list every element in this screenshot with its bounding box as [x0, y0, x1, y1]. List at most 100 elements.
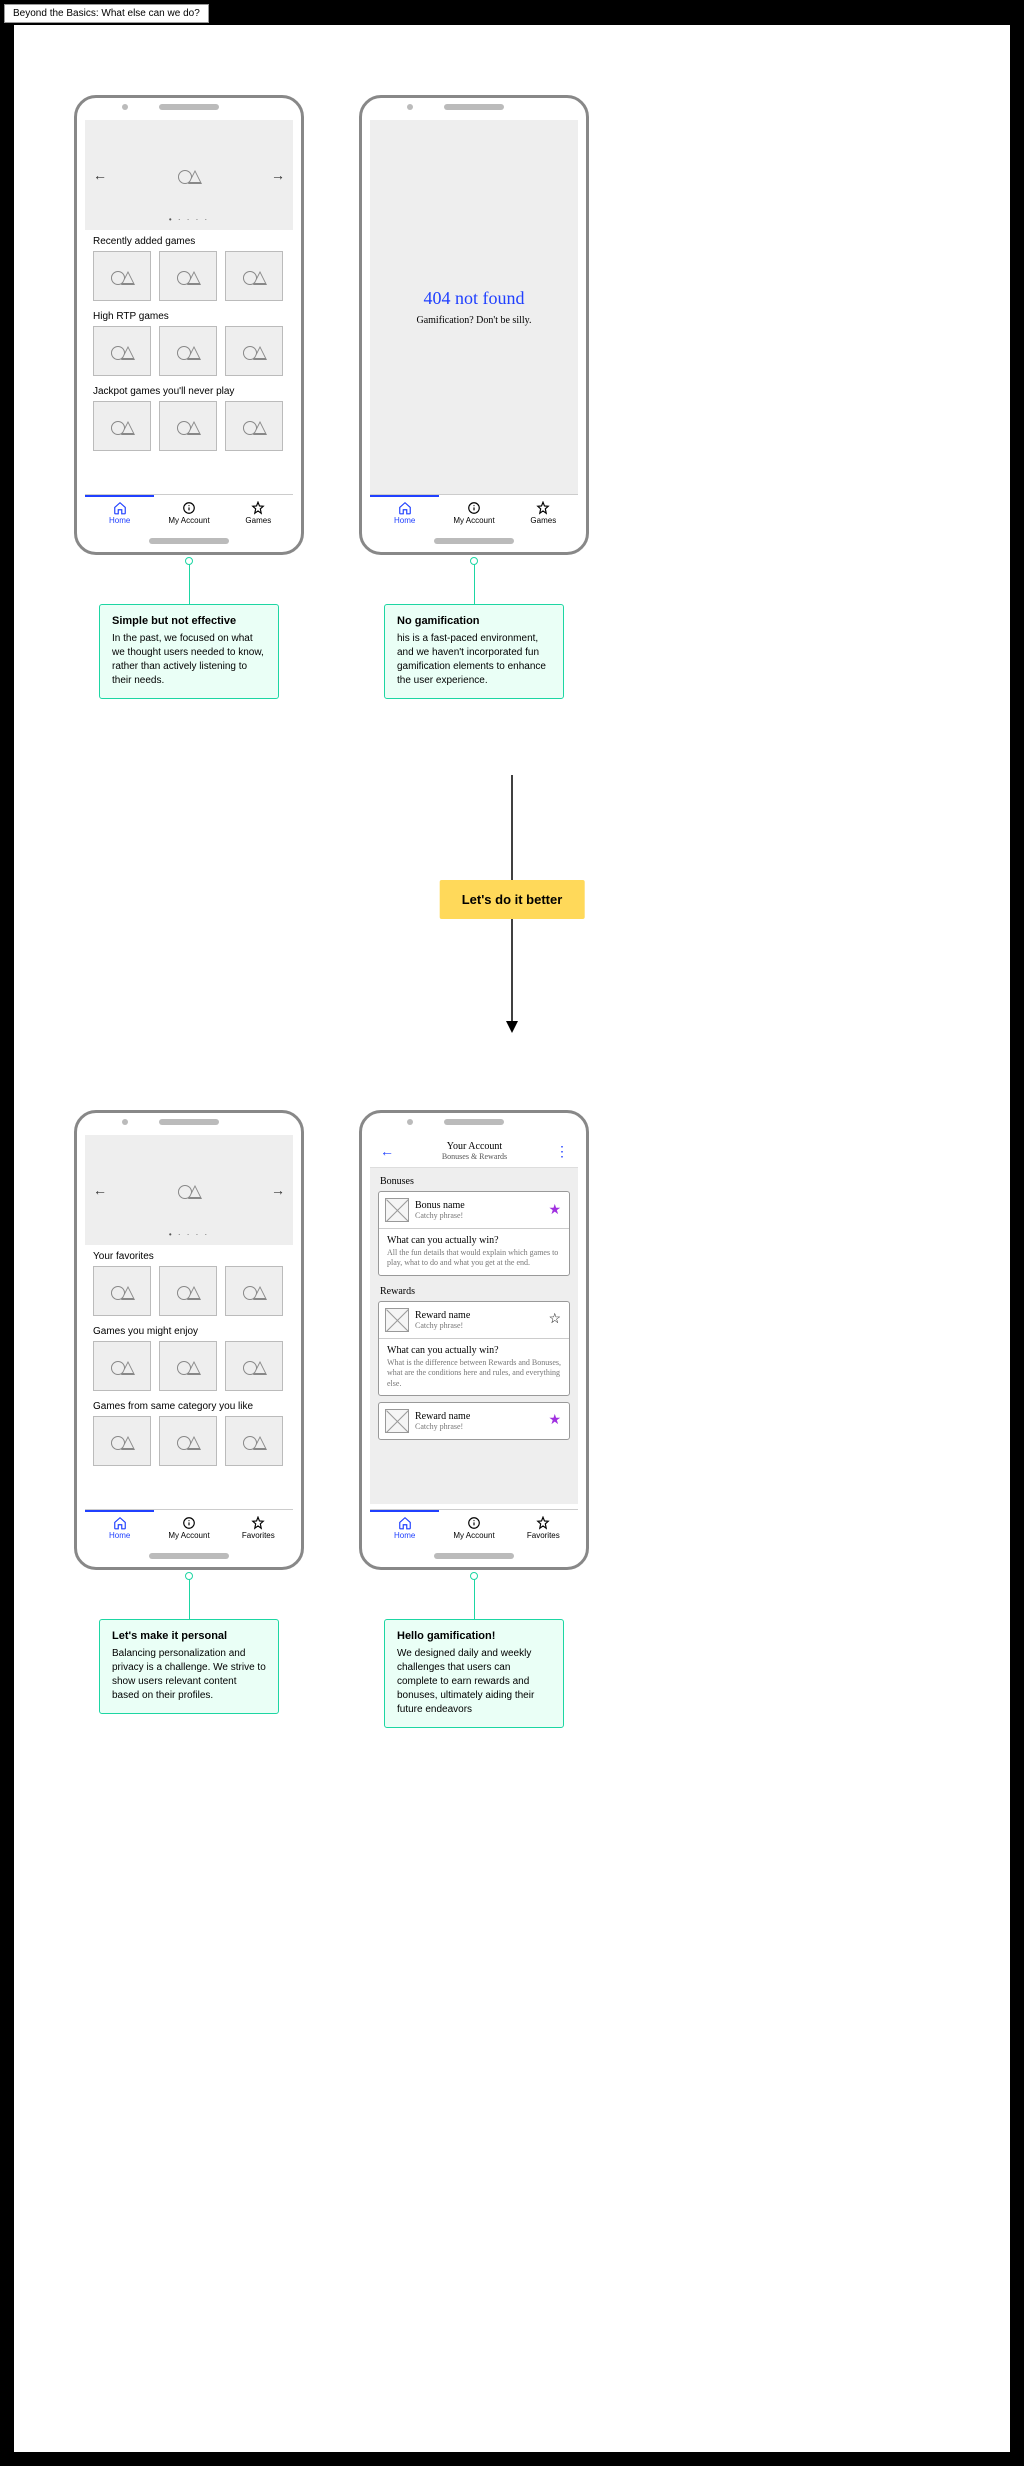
- tab-bar: Home My Account Favorites: [370, 1509, 578, 1545]
- note-title: Hello gamification!: [397, 1630, 551, 1642]
- reward-name: Reward name: [415, 1411, 470, 1422]
- phone-speaker-area: [77, 1113, 301, 1131]
- game-card[interactable]: [225, 251, 283, 301]
- info-icon: [182, 501, 196, 515]
- phone-after-rewards: ← Your AccountBonuses & Rewards ⋮ Bonuse…: [359, 1110, 589, 1570]
- bonus-card[interactable]: Bonus nameCatchy phrase! ★ What can you …: [378, 1191, 570, 1276]
- game-row: [85, 251, 293, 305]
- note-body: In the past, we focused on what we thoug…: [112, 632, 266, 688]
- phone-home-bar: [77, 534, 301, 548]
- carousel-prev-icon[interactable]: ←: [93, 1182, 107, 1198]
- game-card[interactable]: [93, 401, 151, 451]
- game-card[interactable]: [93, 326, 151, 376]
- header-subtitle: Bonuses & Rewards: [442, 1152, 507, 1161]
- thumbnail-placeholder-icon: [385, 1198, 409, 1222]
- game-card[interactable]: [159, 401, 217, 451]
- tab-home[interactable]: Home: [370, 495, 439, 530]
- section-title: High RTP games: [85, 305, 293, 326]
- more-icon[interactable]: ⋮: [555, 1143, 568, 1160]
- tab-label: Games: [530, 516, 556, 525]
- tab-home[interactable]: Home: [85, 1510, 154, 1545]
- game-card[interactable]: [225, 401, 283, 451]
- tab-games[interactable]: Games: [509, 495, 578, 530]
- game-card[interactable]: [225, 326, 283, 376]
- image-placeholder-icon: [176, 1179, 202, 1201]
- game-card[interactable]: [225, 1416, 283, 1466]
- annotation: Simple but not effective In the past, we …: [99, 557, 279, 699]
- phone-after-home: ← → • · · · · Your favorites Games you m…: [74, 1110, 304, 1570]
- tab-account[interactable]: My Account: [154, 1510, 223, 1545]
- tab-account[interactable]: My Account: [439, 495, 508, 530]
- game-card[interactable]: [93, 1416, 151, 1466]
- bonus-catchphrase: Catchy phrase!: [415, 1211, 465, 1220]
- section-title: Your favorites: [85, 1245, 293, 1266]
- section-title: Jackpot games you'll never play: [85, 380, 293, 401]
- reward-card[interactable]: Reward nameCatchy phrase! ☆ What can you…: [378, 1301, 570, 1396]
- reward-catchphrase: Catchy phrase!: [415, 1321, 470, 1330]
- annotation: Hello gamification! We designed daily and…: [384, 1572, 564, 1728]
- tab-label: Home: [394, 516, 415, 525]
- account-body: Bonuses Bonus nameCatchy phrase! ★ What …: [370, 1168, 578, 1504]
- note-body: We designed daily and weekly challenges …: [397, 1647, 551, 1717]
- section-title: Games you might enjoy: [85, 1320, 293, 1341]
- game-row: [85, 326, 293, 380]
- game-card[interactable]: [93, 1266, 151, 1316]
- home-icon: [398, 1516, 412, 1530]
- note-title: Simple but not effective: [112, 615, 266, 627]
- tab-account[interactable]: My Account: [154, 495, 223, 530]
- tab-favorites[interactable]: Favorites: [509, 1510, 578, 1545]
- phone-speaker-area: [362, 98, 586, 116]
- game-card[interactable]: [159, 1416, 217, 1466]
- tab-label: Games: [245, 516, 271, 525]
- game-card[interactable]: [159, 251, 217, 301]
- group-label: Rewards: [378, 1282, 570, 1301]
- tab-bar: Home My Account Games: [85, 494, 293, 530]
- game-row: [85, 1266, 293, 1320]
- star-icon: [536, 1516, 550, 1530]
- note-body: Balancing personalization and privacy is…: [112, 1647, 266, 1703]
- account-header: ← Your AccountBonuses & Rewards ⋮: [370, 1135, 578, 1168]
- header-title: Your Account: [442, 1141, 507, 1152]
- game-card[interactable]: [159, 1341, 217, 1391]
- game-row: [85, 1341, 293, 1395]
- error-screen: 404 not found Gamification? Don't be sil…: [370, 120, 578, 494]
- phone-home-bar: [77, 1549, 301, 1563]
- star-filled-icon[interactable]: ★: [548, 1412, 561, 1429]
- phone-screen: 404 not found Gamification? Don't be sil…: [370, 120, 578, 530]
- game-card[interactable]: [159, 1266, 217, 1316]
- tab-home[interactable]: Home: [85, 495, 154, 530]
- tab-bar: Home My Account Games: [370, 494, 578, 530]
- tab-favorites[interactable]: Favorites: [224, 1510, 293, 1545]
- game-card[interactable]: [225, 1266, 283, 1316]
- bonus-question: What can you actually win?: [387, 1235, 561, 1246]
- tab-account[interactable]: My Account: [439, 1510, 508, 1545]
- star-icon: [536, 501, 550, 515]
- back-icon[interactable]: ←: [380, 1143, 394, 1159]
- browser-tab: Beyond the Basics: What else can we do?: [4, 4, 209, 23]
- star-filled-icon[interactable]: ★: [548, 1202, 561, 1219]
- star-outline-icon[interactable]: ☆: [548, 1311, 561, 1328]
- phone-screen: ← → • · · · · Recently added games High …: [85, 120, 293, 530]
- carousel-next-icon[interactable]: →: [271, 1182, 285, 1198]
- section-title: Games from same category you like: [85, 1395, 293, 1416]
- phone-screen: ← Your AccountBonuses & Rewards ⋮ Bonuse…: [370, 1135, 578, 1545]
- game-card[interactable]: [93, 251, 151, 301]
- hero-carousel[interactable]: ← → • · · · ·: [85, 120, 293, 230]
- game-card[interactable]: [159, 326, 217, 376]
- info-icon: [467, 501, 481, 515]
- carousel-prev-icon[interactable]: ←: [93, 167, 107, 183]
- carousel-dots: • · · · ·: [169, 1230, 209, 1239]
- tab-games[interactable]: Games: [224, 495, 293, 530]
- phone-home-bar: [362, 1549, 586, 1563]
- game-card[interactable]: [93, 1341, 151, 1391]
- home-icon: [398, 501, 412, 515]
- carousel-next-icon[interactable]: →: [271, 167, 285, 183]
- tab-label: My Account: [453, 1531, 494, 1540]
- reward-card[interactable]: Reward nameCatchy phrase! ★: [378, 1402, 570, 1440]
- tab-label: Home: [109, 516, 130, 525]
- carousel-dots: • · · · ·: [169, 215, 209, 224]
- tab-label: Home: [394, 1531, 415, 1540]
- tab-home[interactable]: Home: [370, 1510, 439, 1545]
- hero-carousel[interactable]: ← → • · · · ·: [85, 1135, 293, 1245]
- game-card[interactable]: [225, 1341, 283, 1391]
